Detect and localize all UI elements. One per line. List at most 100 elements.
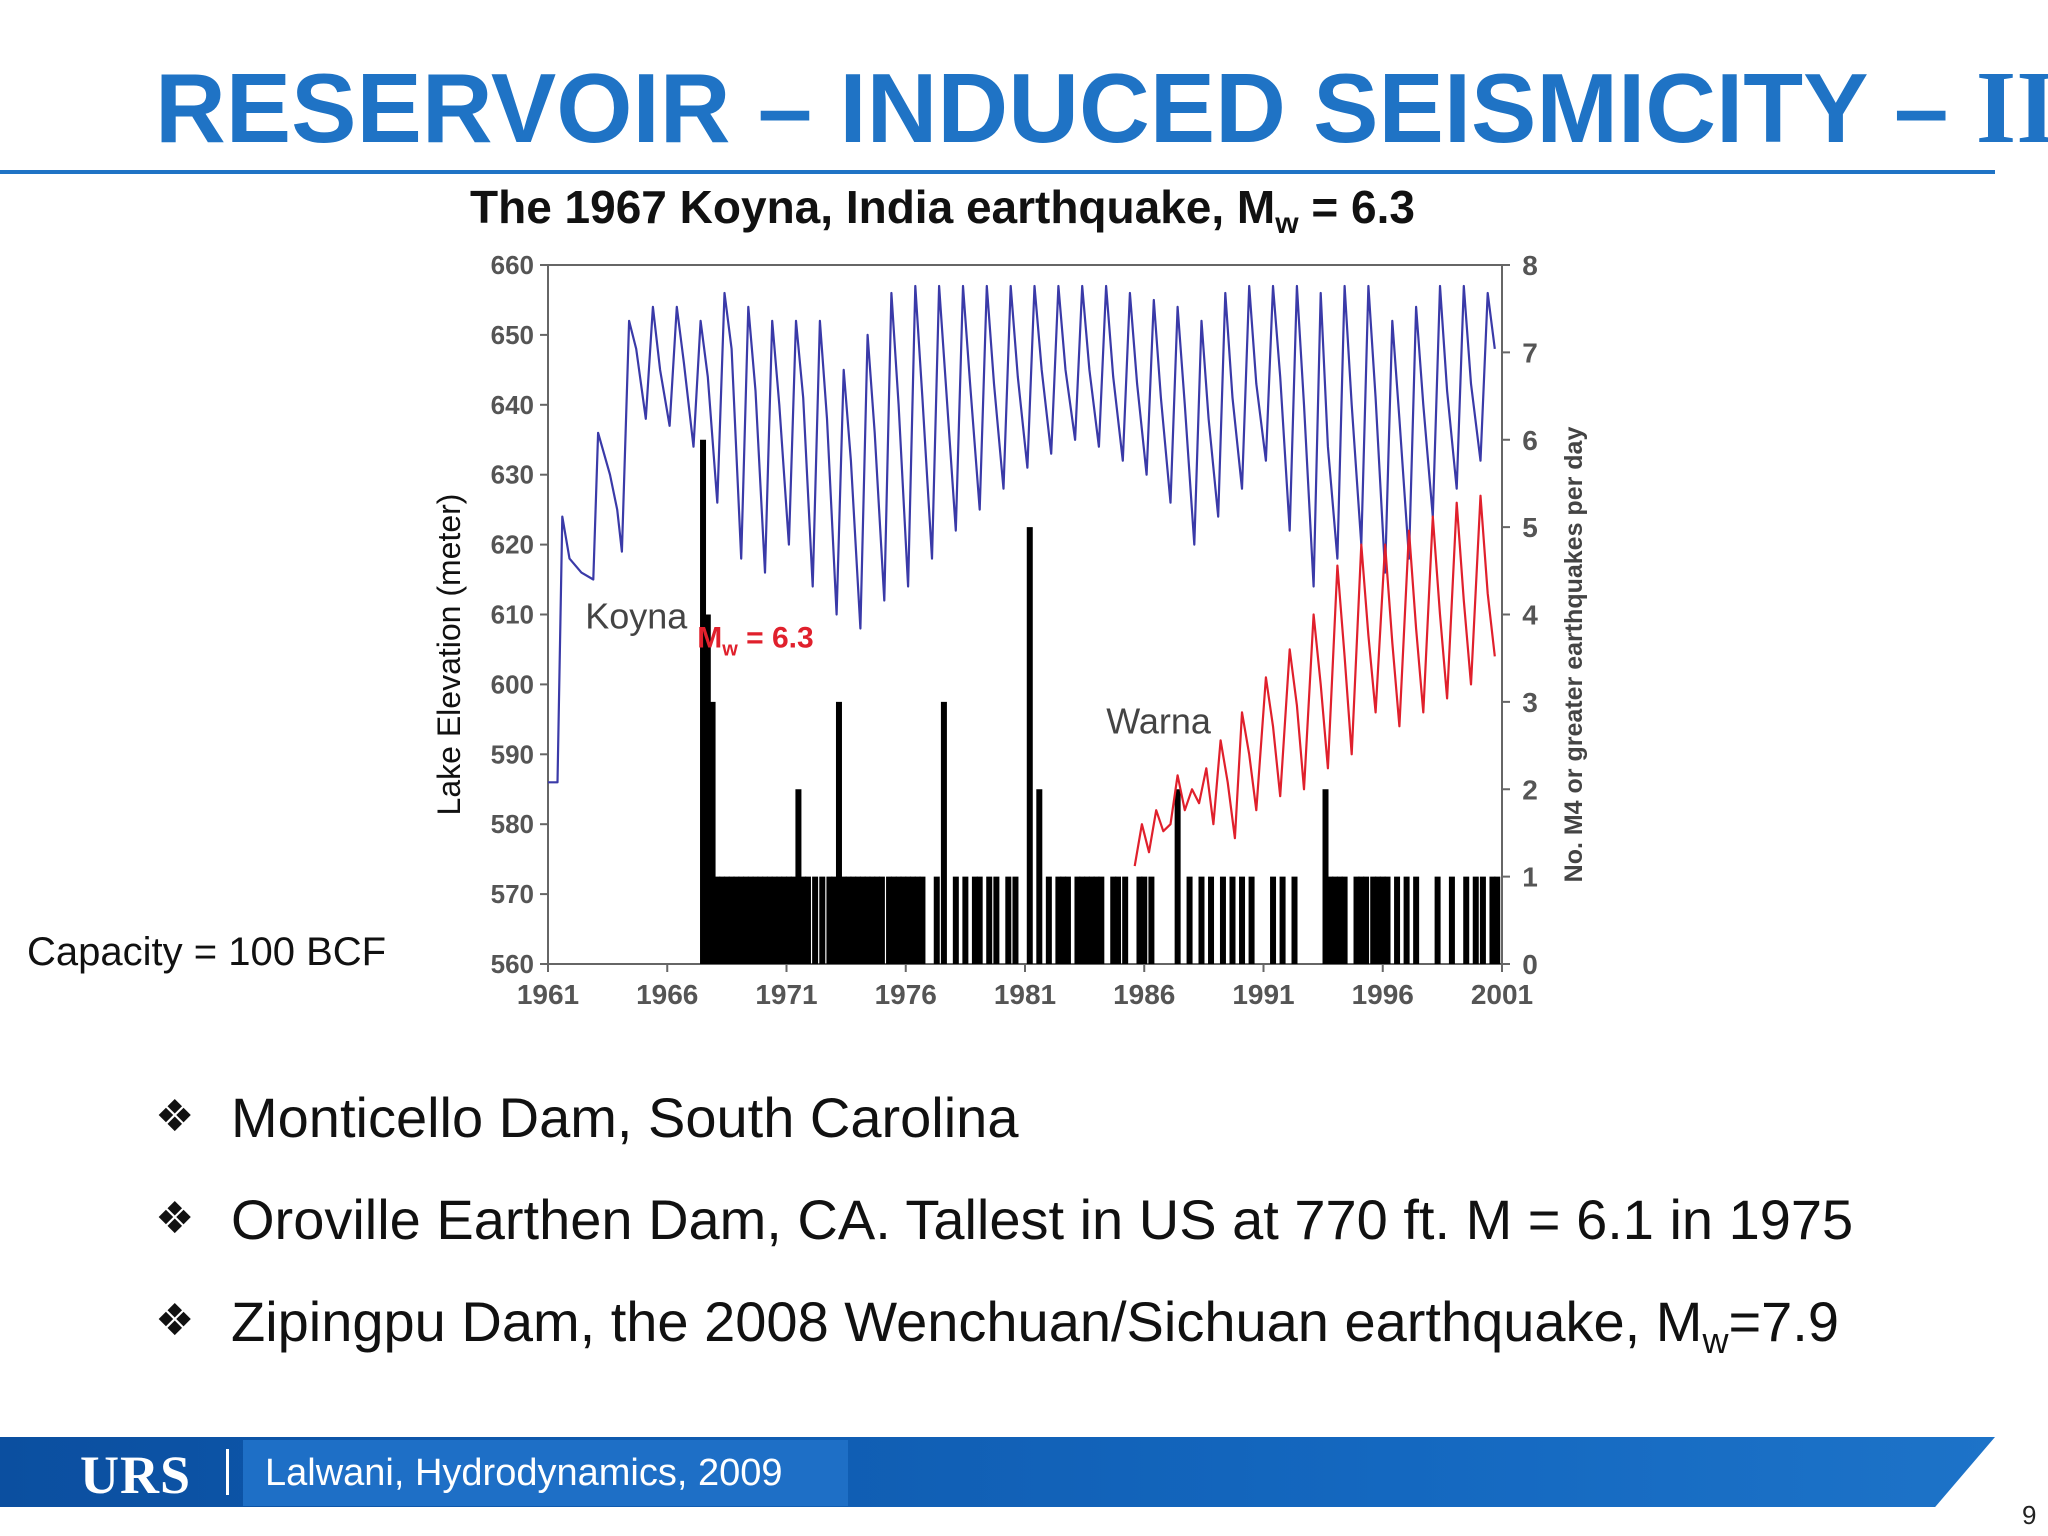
page-number: 9 — [2022, 1500, 2037, 1530]
earthquake-count-bar — [752, 876, 759, 964]
y-tick-label: 570 — [491, 879, 534, 909]
earthquake-count-bar — [1370, 876, 1377, 964]
earthquake-count-bar — [1186, 876, 1193, 964]
earthquake-count-bar — [781, 876, 788, 964]
earthquake-count-bar — [819, 876, 826, 964]
earthquake-count-bar — [785, 876, 792, 964]
bullet-text-main: Monticello Dam, South Carolina — [231, 1086, 1019, 1149]
earthquake-count-bar — [1064, 876, 1071, 964]
earthquake-count-bar — [790, 876, 797, 964]
earthquake-count-bar — [812, 876, 819, 964]
earthquake-count-bar — [1036, 789, 1043, 964]
earthquake-count-bar — [993, 876, 1000, 964]
bullet-text: Monticello Dam, South Carolina — [231, 1085, 1018, 1158]
earthquake-count-bar — [1358, 876, 1365, 964]
x-tick-label: 1961 — [517, 979, 579, 1010]
y-tick-label: 600 — [491, 669, 534, 699]
x-tick-label: 1966 — [636, 979, 698, 1010]
earthquake-count-bar — [723, 876, 730, 964]
earthquake-count-bar — [1448, 876, 1455, 964]
earthquake-count-bar — [971, 876, 978, 964]
earthquake-count-bar — [704, 614, 711, 964]
earthquake-count-bar — [1363, 876, 1370, 964]
earthquake-count-bar — [1174, 789, 1181, 964]
earthquake-count-bar — [757, 876, 764, 964]
earthquake-count-bar — [1122, 876, 1129, 964]
title-divider — [0, 170, 1995, 174]
earthquake-count-bar — [804, 876, 811, 964]
earthquake-count-bar — [845, 876, 852, 964]
earthquake-count-bar — [1088, 876, 1095, 964]
urs-logo: URS — [80, 1445, 192, 1505]
earthquake-count-bar — [1413, 876, 1420, 964]
chart-title-main: The 1967 Koyna, India earthquake, M — [470, 181, 1276, 233]
earthquake-count-bar — [826, 876, 833, 964]
earthquake-count-bar — [1336, 876, 1343, 964]
x-tick-label: 1981 — [994, 979, 1056, 1010]
earthquake-count-bar — [742, 876, 749, 964]
earthquake-count-bar — [905, 876, 912, 964]
earthquake-count-bar — [1403, 876, 1410, 964]
chart-title-sub: w — [1275, 207, 1299, 241]
x-tick-label: 2001 — [1471, 979, 1533, 1010]
earthquake-count-bar — [738, 876, 745, 964]
earthquake-count-bar — [869, 876, 876, 964]
earthquake-count-bar — [714, 876, 721, 964]
x-tick-label: 1991 — [1232, 979, 1294, 1010]
earthquake-count-bar — [1093, 876, 1100, 964]
earthquake-count-bar — [747, 876, 754, 964]
earthquake-count-bar — [719, 876, 726, 964]
earthquake-count-bar — [766, 876, 773, 964]
x-tick-label: 1971 — [755, 979, 817, 1010]
earthquake-count-bar — [776, 876, 783, 964]
slide-title: RESERVOIR – INDUCED SEISMICITY – II — [155, 48, 2048, 167]
earthquake-count-bar — [840, 876, 847, 964]
earthquake-count-bar — [919, 876, 926, 964]
lake-elevation-chart: 560 570 580 590 600 610 620 630 640 650 660 0 1 2 3 4 5 6… — [431, 250, 1588, 1010]
y2-tick-label: 3 — [1522, 687, 1538, 718]
earthquake-count-bar — [1219, 876, 1226, 964]
earthquake-count-bar — [986, 876, 993, 964]
earthquake-count-bar — [1026, 527, 1033, 964]
earthquake-count-bar — [1270, 876, 1277, 964]
y2-axis-label: No. M4 or greater earthquakes per day — [1560, 427, 1588, 883]
y2-tick-label: 7 — [1522, 337, 1538, 368]
slide-title-roman: II — [1975, 50, 2048, 165]
mw-annotation: Mw = 6.3 — [697, 621, 813, 660]
y2-tick-label: 1 — [1522, 862, 1538, 893]
earthquake-count-bar — [962, 876, 969, 964]
bullet-text-sub: w — [1702, 1320, 1729, 1362]
earthquake-count-bar — [1322, 789, 1329, 964]
earthquake-count-bar — [1463, 876, 1470, 964]
diamond-bullet-icon: ❖ — [155, 1193, 195, 1244]
earthquake-count-bar — [771, 876, 778, 964]
earthquake-count-bar — [1005, 876, 1012, 964]
y2-tick-label: 8 — [1522, 250, 1538, 281]
bullet-text-main: Oroville Earthen Dam, CA. Tallest in US … — [231, 1188, 1854, 1251]
earthquake-count-bar — [1394, 876, 1401, 964]
earthquake-count-bar — [909, 876, 916, 964]
earthquake-count-bar — [1055, 876, 1062, 964]
earthquake-count-bar — [1012, 876, 1019, 964]
earthquake-count-bar — [1110, 876, 1117, 964]
earthquake-count-bar — [940, 701, 947, 964]
bullet-text-tail: =7.9 — [1728, 1290, 1840, 1353]
earthquake-count-bar — [850, 876, 857, 964]
x-tick-label: 1986 — [1113, 979, 1175, 1010]
earthquake-count-bar — [1239, 876, 1246, 964]
y-tick-label: 640 — [491, 390, 534, 420]
earthquake-count-bar — [728, 876, 735, 964]
earthquake-count-bar — [795, 789, 802, 964]
koyna-label: Koyna — [585, 596, 688, 637]
earthquake-count-bar — [831, 876, 838, 964]
earthquake-count-bar — [1208, 876, 1215, 964]
earthquake-count-bar — [878, 876, 885, 964]
y-tick-label: 630 — [491, 460, 534, 490]
earthquake-count-bar — [1479, 876, 1486, 964]
diamond-bullet-icon: ❖ — [155, 1295, 195, 1346]
bullet-text-main: Zipingpu Dam, the 2008 Wenchuan/Sichuan … — [231, 1290, 1703, 1353]
earthquake-count-bar — [1198, 876, 1205, 964]
chart-title: The 1967 Koyna, India earthquake, Mw = 6… — [470, 180, 1590, 241]
earthquake-count-bar — [1291, 876, 1298, 964]
y-tick-label: 610 — [491, 600, 534, 630]
